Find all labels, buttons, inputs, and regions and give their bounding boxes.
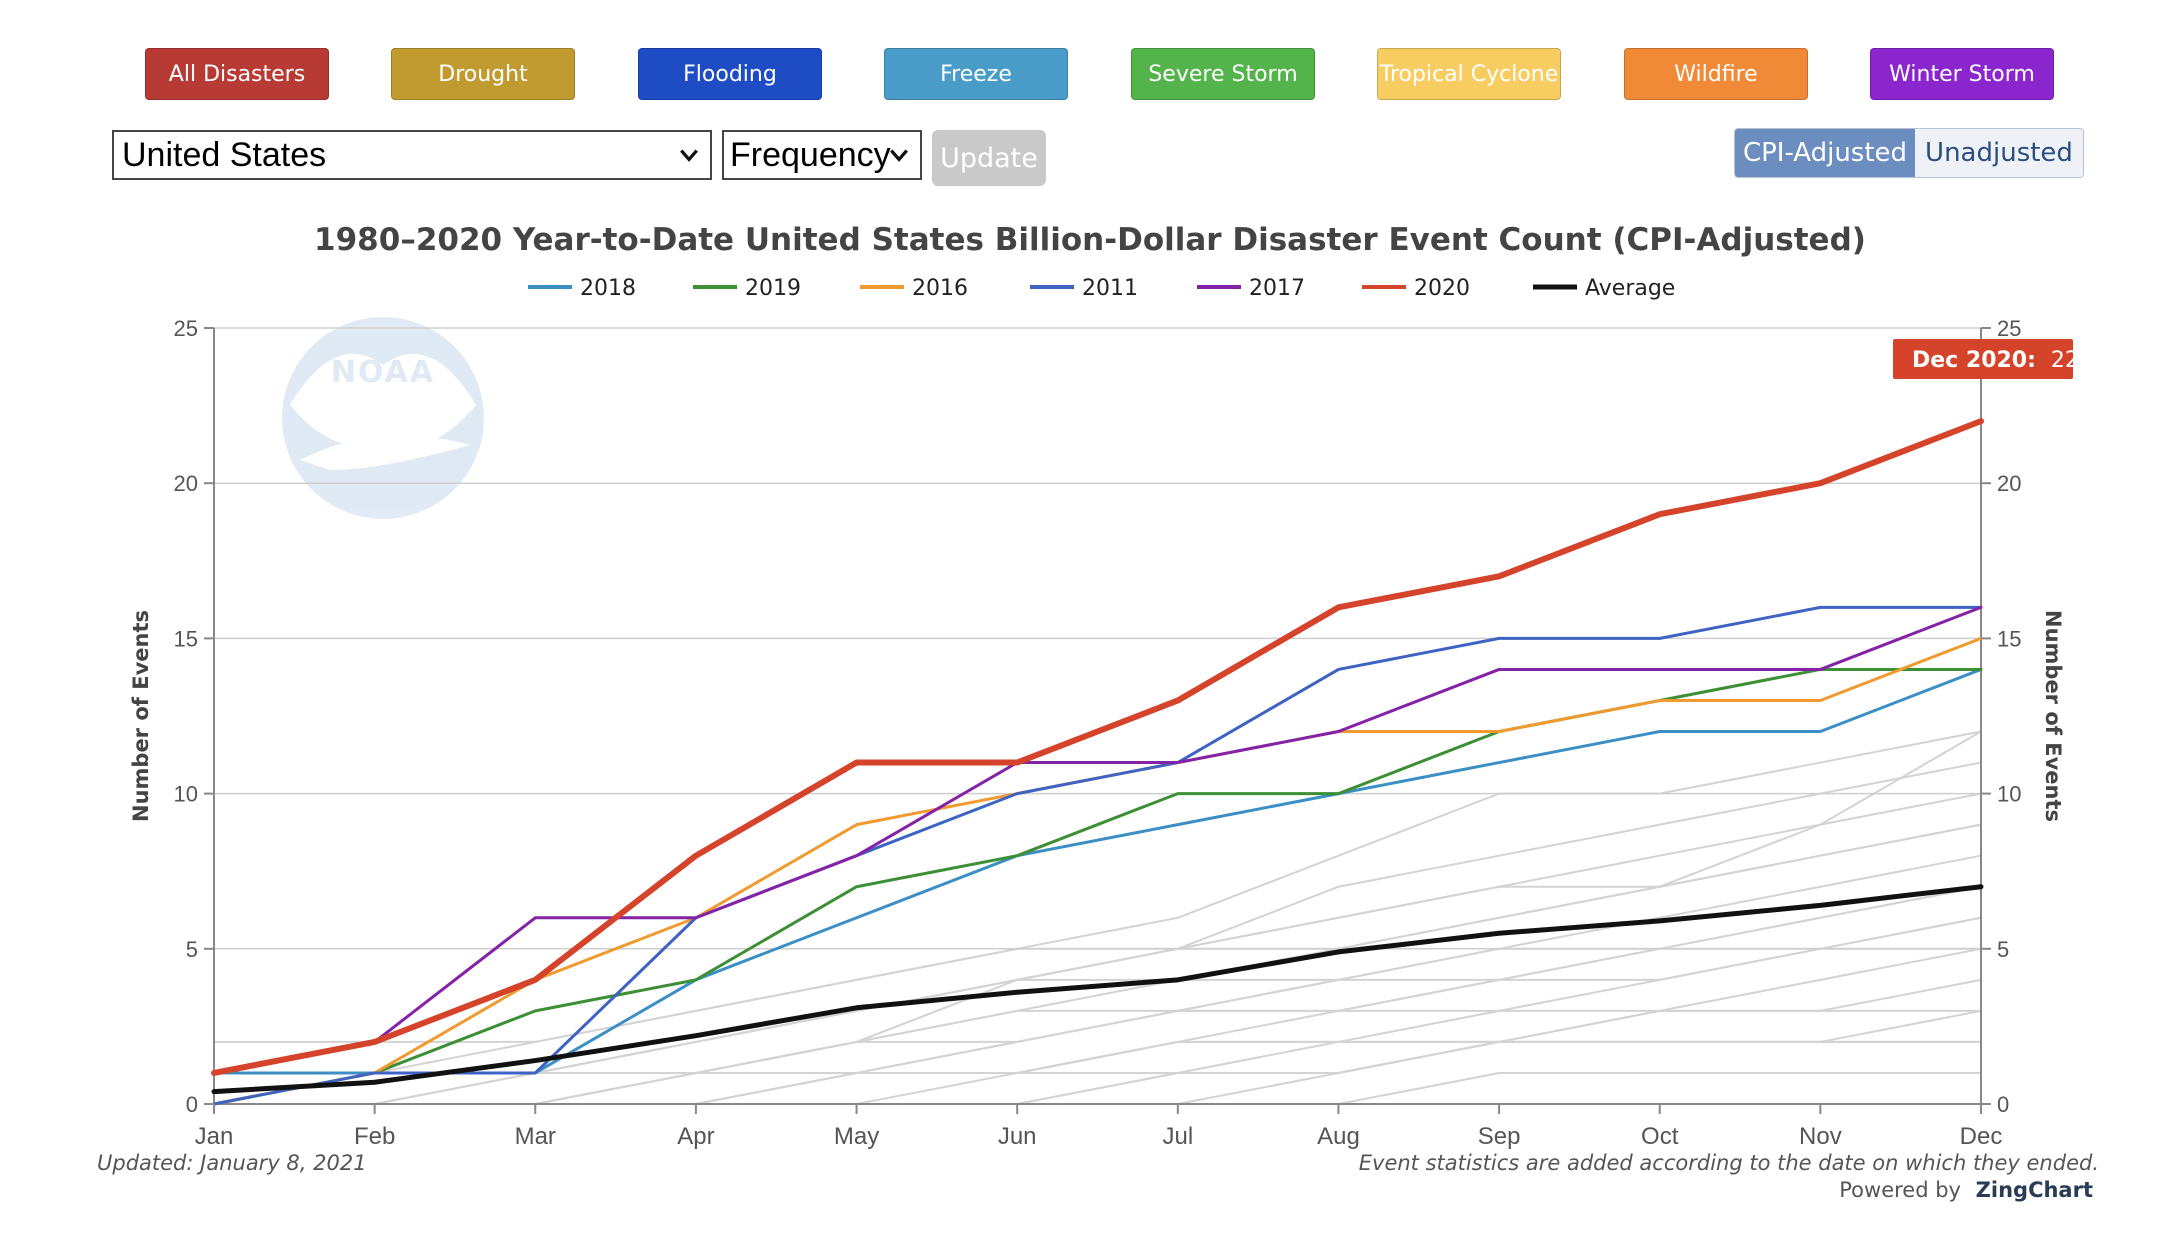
category-button-flooding[interactable]: Flooding xyxy=(638,48,822,100)
category-button-wildfire[interactable]: Wildfire xyxy=(1624,48,1808,100)
metric-select[interactable]: Frequency xyxy=(722,130,922,180)
y-axis-ticks-left: 0 5 10 15 20 25 xyxy=(174,316,214,1117)
chevron-down-icon xyxy=(680,149,698,162)
x-tick-label: May xyxy=(834,1123,879,1150)
category-button-drought[interactable]: Drought xyxy=(391,48,575,100)
x-tick-label: Jul xyxy=(1162,1123,1193,1150)
background-series-line xyxy=(214,730,1982,1074)
series-line-2020 xyxy=(211,418,1984,1076)
legend-label: 2016 xyxy=(912,276,968,301)
legend-label: 2019 xyxy=(745,276,801,301)
legend-item-2020[interactable]: 2020 xyxy=(1362,276,1470,301)
chevron-down-icon xyxy=(890,149,908,162)
update-button[interactable]: Update xyxy=(932,130,1046,186)
x-tick-label: Sep xyxy=(1478,1123,1521,1150)
y-tick-label-right: 25 xyxy=(1997,316,2021,341)
x-tick-label: Dec xyxy=(1960,1123,2003,1150)
y-tick-label-right: 10 xyxy=(1997,782,2021,807)
category-button-bar: All Disasters Drought Flooding Freeze Severe… xyxy=(0,48,2180,102)
legend-item-2017[interactable]: 2017 xyxy=(1197,276,1305,301)
legend-item-2016[interactable]: 2016 xyxy=(860,276,968,301)
cpi-adjusted-button[interactable]: CPI-Adjusted xyxy=(1735,129,1915,177)
series-lines xyxy=(211,418,1984,1106)
powered-by[interactable]: Powered by ZingChart xyxy=(1839,1178,2093,1202)
tooltip-value: 22 xyxy=(2051,348,2079,373)
category-button-winter-storm[interactable]: Winter Storm xyxy=(1870,48,2054,100)
event-statistics-note: Event statistics are added according to … xyxy=(1359,1151,2099,1175)
category-button-all-disasters[interactable]: All Disasters xyxy=(145,48,329,100)
x-tick-label: Apr xyxy=(677,1123,714,1150)
chart-grid xyxy=(214,327,1981,950)
y-tick-label: 0 xyxy=(186,1092,198,1117)
x-tick-label: Aug xyxy=(1317,1123,1360,1150)
legend-label: 2018 xyxy=(580,276,636,301)
region-select-value: United States xyxy=(122,135,327,174)
background-series-line xyxy=(214,823,1982,1105)
tooltip-label: Dec 2020: xyxy=(1912,348,2036,373)
series-line-average xyxy=(211,884,1984,1095)
x-tick-label: Jun xyxy=(998,1123,1037,1150)
y-tick-label: 15 xyxy=(174,626,198,651)
x-tick-label: Feb xyxy=(354,1123,395,1150)
series-line-2017 xyxy=(212,605,1983,1075)
updated-note: Updated: January 8, 2021 xyxy=(97,1151,367,1175)
y-axis-label-right: Number of Events xyxy=(2041,610,2065,822)
legend-item-average[interactable]: Average xyxy=(1533,276,1675,301)
legend-label: 2017 xyxy=(1249,276,1305,301)
y-axis-ticks-right: 0 5 10 15 20 25 xyxy=(1981,316,2021,1117)
chart-legend: 2018 2019 2016 2011 2017 2020 Average xyxy=(528,276,1675,301)
legend-item-2019[interactable]: 2019 xyxy=(693,276,801,301)
legend-label: Average xyxy=(1585,276,1675,301)
unadjusted-button[interactable]: Unadjusted xyxy=(1915,129,2083,177)
chart-axes xyxy=(213,328,1982,1105)
y-tick-label: 25 xyxy=(174,316,198,341)
y-tick-label-right: 20 xyxy=(1997,471,2021,496)
noaa-logo-text: NOAA xyxy=(331,355,435,390)
category-button-severe-storm[interactable]: Severe Storm xyxy=(1131,48,1315,100)
value-tooltip: Dec 2020: 22 xyxy=(1893,339,2079,379)
series-line-2011 xyxy=(212,605,1983,1106)
series-line-2019 xyxy=(212,667,1983,1106)
zingchart-brand[interactable]: ZingChart xyxy=(1976,1178,2093,1202)
y-tick-label: 20 xyxy=(174,471,198,496)
legend-label: 2020 xyxy=(1414,276,1470,301)
legend-item-2018[interactable]: 2018 xyxy=(528,276,636,301)
region-select[interactable]: United States xyxy=(112,130,712,180)
category-button-freeze[interactable]: Freeze xyxy=(884,48,1068,100)
y-tick-label-right: 0 xyxy=(1997,1092,2009,1117)
y-tick-label-right: 15 xyxy=(1997,626,2021,651)
x-tick-label: Mar xyxy=(515,1123,556,1150)
x-tick-label: Jan xyxy=(195,1123,234,1150)
y-axis-label-left: Number of Events xyxy=(129,610,153,822)
x-tick-label: Nov xyxy=(1799,1123,1842,1150)
chart-title: 1980–2020 Year-to-Date United States Bil… xyxy=(314,222,1866,258)
x-axis-ticks: Jan Feb Mar Apr May Jun Jul Aug Sep Oct Nov Dec xyxy=(195,1104,2003,1150)
y-tick-label: 10 xyxy=(174,782,198,807)
noaa-logo: NOAA xyxy=(282,317,484,519)
legend-item-2011[interactable]: 2011 xyxy=(1030,276,1138,301)
x-tick-label: Oct xyxy=(1641,1123,1679,1150)
y-tick-label-right: 5 xyxy=(1997,937,2009,962)
category-button-tropical-cyclone[interactable]: Tropical Cyclone xyxy=(1377,48,1561,100)
powered-by-prefix: Powered by xyxy=(1839,1178,1961,1202)
legend-label: 2011 xyxy=(1082,276,1138,301)
adjustment-toggle: CPI-Adjusted Unadjusted xyxy=(1734,128,2084,178)
y-tick-label: 5 xyxy=(186,937,198,962)
metric-select-value: Frequency xyxy=(730,135,891,174)
svg-text:Dec 2020: 22: Dec 2020: 22 xyxy=(1912,348,2079,373)
